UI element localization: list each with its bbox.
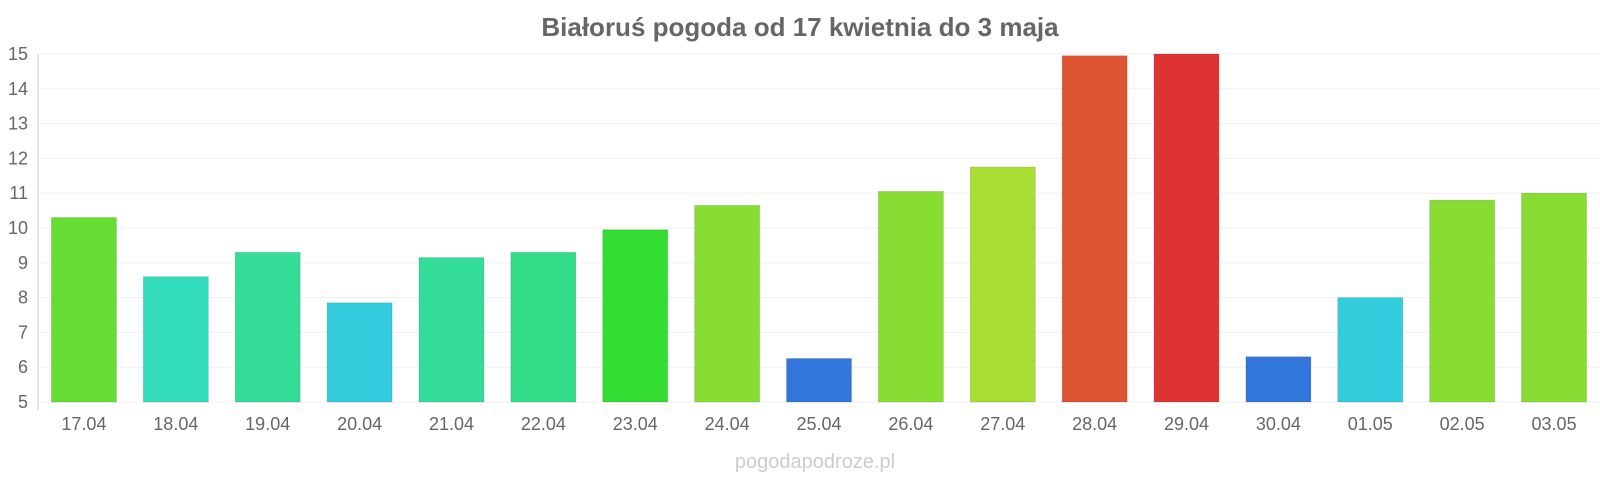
bar-18-04[interactable] [142, 276, 209, 403]
y-tick-label: 13 [8, 114, 28, 134]
bar-28-04[interactable] [1061, 55, 1128, 403]
x-tick-label: 26.04 [888, 414, 933, 434]
bar-29-04[interactable] [1153, 53, 1220, 403]
y-tick-label: 12 [8, 148, 28, 168]
y-tick-label: 14 [8, 79, 28, 99]
x-tick-label: 25.04 [796, 414, 841, 434]
y-tick-label: 8 [18, 288, 28, 308]
bar-23-04[interactable] [602, 229, 669, 403]
x-tick-label: 21.04 [429, 414, 474, 434]
bar-19-04[interactable] [234, 251, 301, 403]
bar-17-04[interactable] [50, 217, 117, 403]
x-tick-label: 20.04 [337, 414, 382, 434]
bar-02-05[interactable] [1429, 199, 1496, 403]
bar-20-04[interactable] [326, 302, 393, 403]
x-tick-label: 29.04 [1164, 414, 1209, 434]
x-tick-label: 03.05 [1532, 414, 1577, 434]
y-tick-label: 6 [18, 357, 28, 377]
y-tick-label: 7 [18, 322, 28, 342]
x-tick-labels: 17.04 18.04 19.04 20.04 21.04 22.04 23.04 24.04… [61, 414, 1576, 434]
x-tick-label: 22.04 [521, 414, 566, 434]
x-tick-label: 18.04 [153, 414, 198, 434]
bar-22-04[interactable] [510, 251, 577, 403]
y-tick-labels: 5 6 7 8 9 10 11 12 13 14 15 [8, 44, 28, 412]
chart-title: Białoruś pogoda od 17 kwietnia do 3 maja [541, 12, 1059, 42]
bar-30-04[interactable] [1245, 356, 1312, 403]
y-tick-label: 9 [18, 253, 28, 273]
bar-01-05[interactable] [1337, 297, 1404, 403]
y-tick-label: 10 [8, 218, 28, 238]
y-tick-label: 11 [9, 183, 28, 203]
bar-21-04[interactable] [418, 257, 485, 403]
bars [50, 53, 1588, 403]
x-tick-label: 28.04 [1072, 414, 1117, 434]
x-tick-label: 24.04 [705, 414, 750, 434]
bar-24-04[interactable] [694, 204, 761, 403]
x-tick-label: 17.04 [61, 414, 106, 434]
y-tick-label: 15 [8, 44, 28, 64]
x-tick-label: 19.04 [245, 414, 290, 434]
bar-27-04[interactable] [969, 166, 1036, 403]
site-credit: pogodapodroze.pl [735, 451, 895, 473]
x-tick-label: 02.05 [1440, 414, 1485, 434]
bar-26-04[interactable] [877, 190, 944, 403]
x-tick-label: 23.04 [613, 414, 658, 434]
y-tick-label: 5 [18, 392, 28, 412]
bar-03-05[interactable] [1521, 192, 1588, 403]
bar-25-04[interactable] [786, 358, 852, 403]
x-tick-label: 30.04 [1256, 414, 1301, 434]
x-tick-label: 01.05 [1348, 414, 1393, 434]
x-tick-label: 27.04 [980, 414, 1025, 434]
